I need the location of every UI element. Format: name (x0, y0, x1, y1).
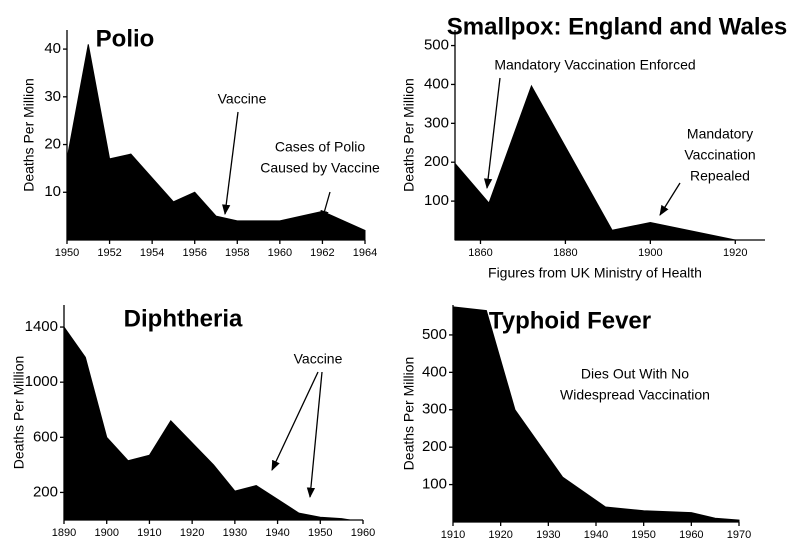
y-tick-label: 200 (422, 438, 447, 455)
area (452, 306, 740, 523)
chart-title: Diphtheria (124, 305, 243, 332)
annotation: Vaccination (684, 147, 755, 163)
x-axis-label: Figures from UK Ministry of Health (488, 265, 702, 281)
y-tick-label: 400 (422, 363, 447, 380)
x-tick-label: 1960 (351, 527, 375, 539)
annotation: Cases of Polio (275, 139, 365, 155)
x-tick-label: 1960 (268, 247, 292, 259)
annotation-arrow (659, 182, 681, 216)
x-tick-label: 1880 (553, 247, 577, 259)
y-tick-label: 1000 (25, 373, 58, 390)
x-tick-label: 1920 (723, 247, 747, 259)
y-axis-label: Deaths Per Million (21, 78, 37, 192)
x-tick-label: 1920 (488, 529, 512, 541)
x-tick-label: 1900 (94, 527, 118, 539)
chart-title: Polio (96, 25, 155, 52)
y-tick-label: 500 (424, 37, 449, 54)
area (63, 325, 351, 521)
y-axis-label: Deaths Per Million (401, 78, 417, 192)
y-tick-label: 200 (33, 483, 58, 500)
x-tick-label: 1910 (137, 527, 161, 539)
x-tick-label: 1890 (52, 527, 76, 539)
y-tick-label: 300 (424, 114, 449, 131)
annotation-arrow (306, 371, 323, 499)
annotation: Dies Out With No (581, 366, 689, 382)
y-tick-label: 10 (44, 183, 61, 200)
x-tick-label: 1950 (631, 529, 655, 541)
x-tick-label: 1930 (223, 527, 247, 539)
annotation: Mandatory Vaccination Enforced (494, 57, 695, 73)
y-tick-label: 600 (33, 428, 58, 445)
annotation-arrow (271, 371, 319, 471)
annotation-arrow (483, 77, 501, 190)
x-tick-label: 1964 (353, 247, 377, 259)
annotation: Repealed (690, 168, 750, 184)
x-tick-label: 1940 (584, 529, 608, 541)
y-tick-label: 30 (44, 88, 61, 105)
x-tick-label: 1962 (310, 247, 334, 259)
y-tick-label: 400 (424, 75, 449, 92)
x-tick-label: 1956 (182, 247, 206, 259)
x-tick-label: 1910 (441, 529, 465, 541)
x-tick-label: 1954 (140, 247, 164, 259)
x-tick-label: 1958 (225, 247, 249, 259)
x-tick-label: 1950 (55, 247, 79, 259)
x-tick-label: 1950 (308, 527, 332, 539)
chart-title: Typhoid Fever (489, 307, 651, 334)
annotation-arrow (320, 191, 331, 221)
chart-title: Smallpox: England and Wales (447, 13, 788, 40)
y-tick-label: 20 (44, 136, 61, 153)
x-tick-label: 1960 (679, 529, 703, 541)
y-tick-label: 200 (424, 153, 449, 170)
x-tick-label: 1952 (97, 247, 121, 259)
y-tick-label: 500 (422, 326, 447, 343)
annotation: Vaccine (294, 351, 343, 367)
x-tick-label: 1920 (180, 527, 204, 539)
area (454, 84, 736, 241)
x-tick-label: 1970 (727, 529, 751, 541)
annotation: Widespread Vaccination (560, 387, 710, 403)
annotation: Mandatory (687, 126, 753, 142)
y-tick-label: 300 (422, 401, 447, 418)
x-tick-label: 1860 (468, 247, 492, 259)
y-axis-label: Deaths Per Million (401, 357, 417, 471)
x-tick-label: 1940 (265, 527, 289, 539)
x-tick-label: 1930 (536, 529, 560, 541)
annotation-arrow (222, 111, 239, 216)
y-tick-label: 100 (424, 192, 449, 209)
annotation: Caused by Vaccine (260, 160, 380, 176)
y-tick-label: 40 (44, 40, 61, 57)
y-axis-label: Deaths Per Million (11, 356, 27, 470)
y-tick-label: 100 (422, 476, 447, 493)
y-tick-label: 1400 (25, 318, 58, 335)
x-tick-label: 1900 (638, 247, 662, 259)
area (66, 44, 366, 241)
annotation: Vaccine (218, 91, 267, 107)
